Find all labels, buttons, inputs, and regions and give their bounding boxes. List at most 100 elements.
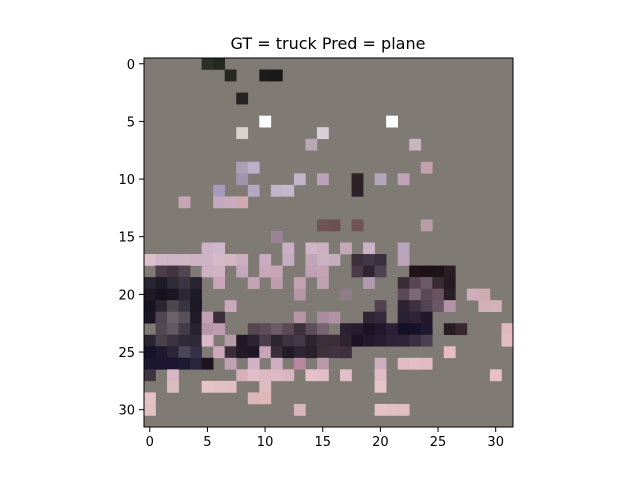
pixel-cell [374,334,387,347]
pixel-cell [351,265,364,278]
pixel-cell [282,346,295,359]
pixel-cell [167,357,179,370]
pixel-cell [374,380,387,393]
pixel-cell [247,392,260,405]
pixel-cell [190,300,202,312]
pixel-cell [316,173,329,186]
pixel-cell [247,184,260,197]
axes-frame [143,57,514,428]
x-axis: 0 5 10 15 20 25 30 [146,427,504,450]
pixel-cell [236,127,249,140]
pixel-cell [293,346,306,359]
pixel-cell [328,311,341,324]
pixel-cell [167,323,179,336]
pixel-cell [213,380,226,393]
pixel-cell [293,173,306,186]
pixel-cell [224,69,237,82]
pixel-cell [420,323,433,336]
pixel-cell [374,173,387,186]
pixel-cell [340,242,352,255]
pixel-cell [247,277,260,289]
pixel-cell [489,369,502,382]
y-tick-label: 15 [118,231,135,246]
pixel-cell [409,138,422,151]
pixel-cell [293,403,306,416]
pixel-cell [178,357,191,370]
y-tick-label: 30 [118,404,135,419]
pixel-cell [178,300,191,312]
pixel-cell [259,265,272,278]
pixel-cell [259,254,272,266]
pixel-cell [190,323,202,336]
pixel-cell [201,254,214,266]
pixel-cell [247,323,260,336]
pixel-cell [190,311,202,324]
pixel-cell [316,357,329,370]
pixel-cell [247,357,260,370]
pixel-cell [409,265,422,278]
x-tick-label: 30 [487,435,504,450]
pixel-cell [282,242,295,255]
pixel-cell [316,265,329,278]
pixel-cell [155,346,168,359]
pixel-cell [236,173,249,186]
pixel-cell [409,288,422,301]
pixel-cell [270,369,283,382]
pixel-cell [155,300,168,312]
pixel-cell [213,311,226,324]
pixel-cell [259,392,272,405]
pixel-cell [478,300,491,312]
pixel-cell [236,254,249,266]
pixel-cell [236,196,249,209]
pixel-cell [420,288,433,301]
pixel-cell [351,334,364,347]
pixel-cell [224,196,237,209]
pixel-cell [305,254,318,266]
pixel-cell [167,288,179,301]
pixel-cell [270,230,283,243]
y-tick-label: 25 [118,346,135,361]
pixel-cell [409,300,422,312]
pixel-cell [201,323,214,336]
pixel-cell [270,184,283,197]
pixel-cell [259,334,272,347]
pixel-cell [305,265,318,278]
pixel-cell [144,403,156,416]
pixel-cell [374,265,387,278]
pixel-cell [351,254,364,266]
pixel-cell [259,346,272,359]
pixel-cell [305,138,318,151]
y-tick-label: 0 [127,58,135,73]
pixel-cell [409,334,422,347]
pixel-cell [363,311,375,324]
pixel-cell [213,277,226,289]
pixel-cell [167,265,179,278]
pixel-cell [259,115,272,128]
pixel-cell [236,369,249,382]
pixel-cell [340,288,352,301]
pixel-cell [178,265,191,278]
pixel-cell [443,346,456,359]
pixel-cell [397,288,410,301]
pixel-cell [178,254,191,266]
pixel-cell [409,323,422,336]
pixel-cell [224,380,237,393]
pixel-cell [167,254,179,266]
pixel-cell [374,300,387,312]
pixel-cell [363,265,375,278]
pixel-cell [386,403,398,416]
pixel-cell [397,277,410,289]
pixel-cell [236,334,249,347]
x-tick-label: 20 [372,435,389,450]
pixel-cell [420,311,433,324]
pixel-cell [167,300,179,312]
pixel-cell [316,127,329,140]
pixel-cell [167,311,179,324]
pixel-cell [236,161,249,174]
pixel-cell [201,265,214,278]
pixel-cell [224,346,237,359]
pixel-cell [155,288,168,301]
pixel-cell [374,323,387,336]
pixel-cell [466,288,479,301]
pixel-cell [144,392,156,405]
